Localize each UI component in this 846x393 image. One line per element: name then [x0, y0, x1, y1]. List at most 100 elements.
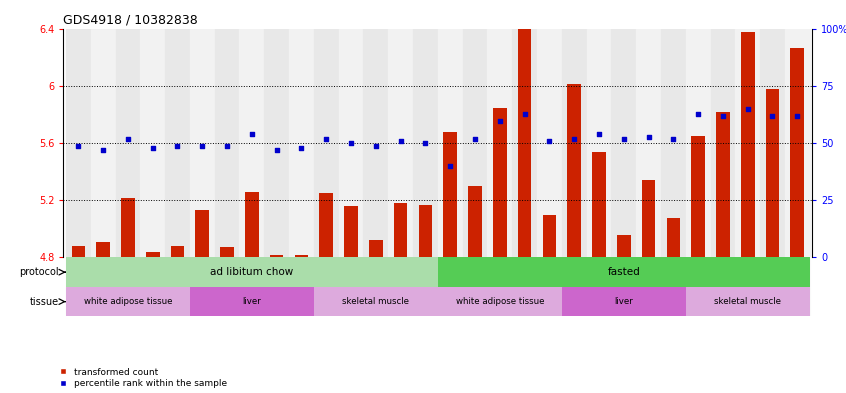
Bar: [190, 287, 314, 316]
Point: [294, 145, 308, 151]
Bar: [364, 287, 388, 316]
Bar: [289, 287, 314, 316]
Bar: [165, 287, 190, 316]
Bar: [463, 257, 487, 287]
Bar: [314, 287, 338, 316]
Bar: [116, 257, 140, 287]
Bar: [190, 29, 215, 257]
Bar: [66, 257, 91, 287]
Bar: [264, 29, 289, 257]
Bar: [264, 287, 289, 316]
Bar: [661, 287, 686, 316]
Bar: [537, 287, 562, 316]
Bar: [487, 29, 512, 257]
Bar: [493, 108, 507, 257]
Bar: [314, 287, 437, 316]
Bar: [760, 29, 785, 257]
Point: [717, 113, 730, 119]
Bar: [711, 29, 735, 257]
Bar: [735, 257, 760, 287]
Bar: [165, 257, 190, 287]
Bar: [586, 257, 612, 287]
Bar: [146, 252, 160, 257]
Bar: [413, 257, 437, 287]
Bar: [487, 257, 512, 287]
Bar: [116, 29, 140, 257]
Bar: [91, 29, 116, 257]
Point: [568, 136, 581, 142]
Bar: [463, 287, 487, 316]
Bar: [364, 257, 388, 287]
Bar: [66, 257, 437, 287]
Point: [344, 140, 358, 147]
Bar: [568, 84, 581, 257]
Point: [542, 138, 556, 144]
Bar: [562, 257, 586, 287]
Bar: [562, 29, 586, 257]
Text: liver: liver: [243, 297, 261, 306]
Bar: [239, 287, 264, 316]
Bar: [463, 29, 487, 257]
Bar: [636, 29, 661, 257]
Point: [195, 143, 209, 149]
Point: [468, 136, 481, 142]
Point: [766, 113, 779, 119]
Text: white adipose tissue: white adipose tissue: [84, 297, 172, 306]
Bar: [338, 287, 364, 316]
Bar: [413, 29, 437, 257]
Point: [741, 106, 755, 112]
Bar: [72, 246, 85, 257]
Bar: [270, 255, 283, 257]
Bar: [314, 29, 338, 257]
Legend: transformed count, percentile rank within the sample: transformed count, percentile rank withi…: [59, 368, 227, 389]
Bar: [66, 29, 91, 257]
Bar: [190, 287, 215, 316]
Bar: [592, 152, 606, 257]
Bar: [320, 193, 333, 257]
Bar: [437, 257, 463, 287]
Bar: [369, 240, 382, 257]
Bar: [686, 287, 711, 316]
Bar: [388, 29, 413, 257]
Bar: [437, 287, 562, 316]
Bar: [443, 132, 457, 257]
Bar: [239, 29, 264, 257]
Bar: [612, 29, 636, 257]
Point: [667, 136, 680, 142]
Bar: [91, 287, 116, 316]
Bar: [760, 257, 785, 287]
Bar: [66, 287, 190, 316]
Bar: [686, 287, 810, 316]
Bar: [437, 29, 463, 257]
Point: [245, 131, 259, 138]
Bar: [165, 29, 190, 257]
Bar: [140, 257, 165, 287]
Bar: [215, 287, 239, 316]
Point: [592, 131, 606, 138]
Text: skeletal muscle: skeletal muscle: [714, 297, 781, 306]
Point: [270, 147, 283, 153]
Bar: [735, 287, 760, 316]
Bar: [686, 257, 711, 287]
Bar: [617, 235, 630, 257]
Bar: [661, 29, 686, 257]
Bar: [289, 257, 314, 287]
Bar: [537, 257, 562, 287]
Bar: [612, 287, 636, 316]
Bar: [91, 257, 116, 287]
Bar: [487, 287, 512, 316]
Bar: [766, 89, 779, 257]
Bar: [364, 29, 388, 257]
Bar: [116, 287, 140, 316]
Point: [171, 143, 184, 149]
Text: skeletal muscle: skeletal muscle: [343, 297, 409, 306]
Text: liver: liver: [614, 297, 633, 306]
Bar: [586, 29, 612, 257]
Bar: [785, 287, 810, 316]
Bar: [512, 287, 537, 316]
Bar: [96, 242, 110, 257]
Bar: [294, 255, 308, 257]
Point: [320, 136, 333, 142]
Text: ad libitum chow: ad libitum chow: [211, 267, 294, 277]
Point: [146, 145, 159, 151]
